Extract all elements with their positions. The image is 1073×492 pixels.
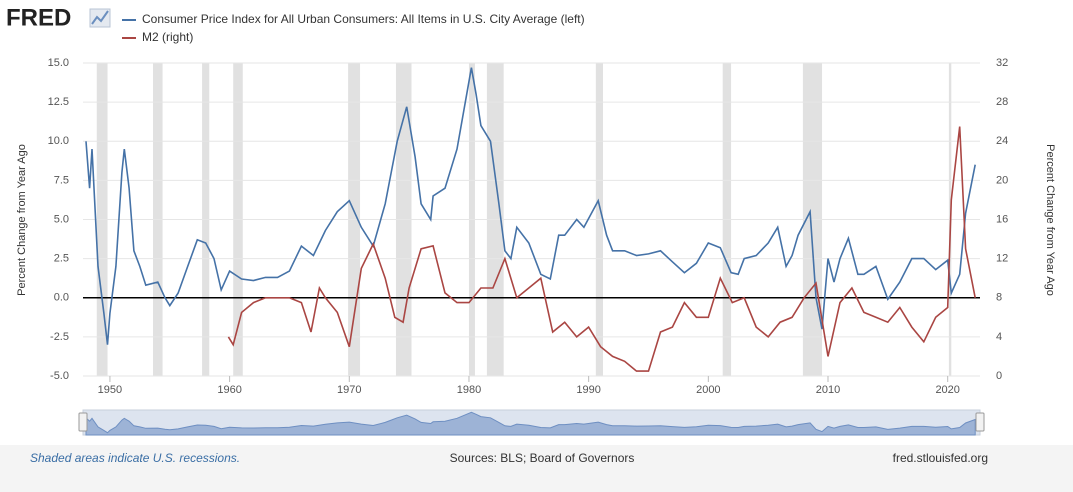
y2-axis-label: Percent Change from Year Ago bbox=[1044, 144, 1056, 296]
logo: FRED bbox=[6, 4, 71, 31]
y-tick-label: 12.5 bbox=[48, 96, 69, 108]
y2-tick-label: 32 bbox=[996, 57, 1008, 69]
recession-note: Shaded areas indicate U.S. recessions. bbox=[30, 451, 240, 465]
y2-tick-label: 8 bbox=[996, 292, 1002, 304]
y2-tick-label: 20 bbox=[996, 174, 1008, 186]
x-tick-label: 2000 bbox=[696, 384, 720, 396]
y2-tick-label: 0 bbox=[996, 370, 1002, 382]
legend-entry: Consumer Price Index for All Urban Consu… bbox=[142, 12, 585, 26]
legend-entry: M2 (right) bbox=[142, 30, 193, 44]
y2-tick-label: 4 bbox=[996, 331, 1002, 343]
y-tick-label: 2.5 bbox=[54, 253, 69, 265]
y-tick-label: 0.0 bbox=[54, 292, 69, 304]
footer-bg bbox=[0, 445, 1073, 492]
x-tick-label: 2010 bbox=[816, 384, 840, 396]
navigator-handle bbox=[975, 412, 985, 432]
y-tick-label: 10.0 bbox=[48, 135, 69, 147]
navigator-handle bbox=[78, 412, 88, 432]
sources: Sources: BLS; Board of Governors bbox=[450, 451, 635, 465]
x-tick-label: 1970 bbox=[337, 384, 361, 396]
y-tick-label: 7.5 bbox=[54, 174, 69, 186]
x-tick-label: 1990 bbox=[576, 384, 600, 396]
y-tick-label: 5.0 bbox=[54, 213, 69, 225]
x-tick-label: 1950 bbox=[98, 384, 122, 396]
y2-tick-label: 16 bbox=[996, 213, 1008, 225]
y2-tick-label: 24 bbox=[996, 135, 1008, 147]
site: fred.stlouisfed.org bbox=[893, 451, 988, 465]
series-line bbox=[85, 67, 976, 345]
navigator-area bbox=[85, 411, 976, 436]
x-tick-label: 1980 bbox=[457, 384, 481, 396]
y2-tick-label: 28 bbox=[996, 96, 1008, 108]
y-tick-label: 15.0 bbox=[48, 57, 69, 69]
logo-icon bbox=[89, 8, 111, 28]
y-tick-label: -5.0 bbox=[50, 370, 69, 382]
x-tick-label: 2020 bbox=[935, 384, 959, 396]
y2-tick-label: 12 bbox=[996, 253, 1008, 265]
series-line bbox=[227, 126, 976, 372]
x-tick-label: 1960 bbox=[217, 384, 241, 396]
y-axis-label: Percent Change from Year Ago bbox=[16, 144, 28, 296]
y-tick-label: -2.5 bbox=[50, 331, 69, 343]
